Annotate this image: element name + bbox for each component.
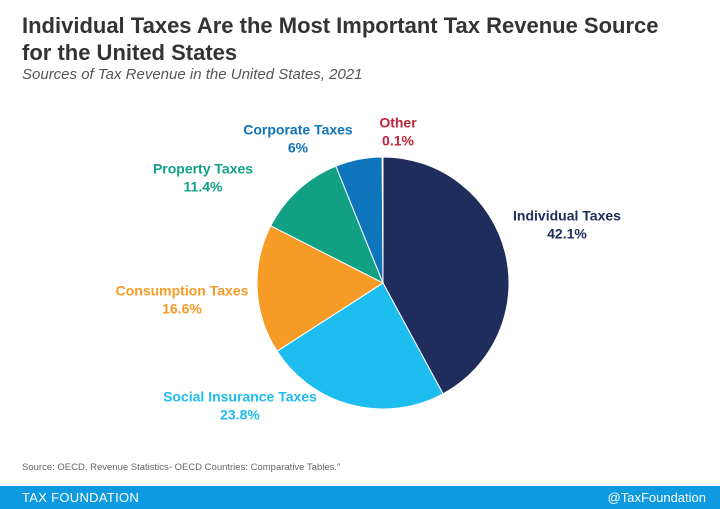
slice-value-label: 16.6% — [162, 301, 202, 317]
slice-label: Consumption Taxes — [116, 283, 249, 299]
slice-value-label: 11.4% — [184, 179, 223, 195]
pie-slice — [256, 225, 385, 352]
slice-label: Corporate Taxes — [243, 122, 353, 138]
handle: @TaxFoundation — [607, 490, 706, 505]
slice-label: Social Insurance Taxes — [163, 389, 317, 405]
slice-label: Individual Taxes — [513, 208, 621, 224]
slice-value-label: 0.1% — [382, 133, 414, 149]
slice-value-label: 42.1% — [547, 226, 587, 242]
pie-slice — [381, 156, 384, 284]
chart-title: Individual Taxes Are the Most Important … — [22, 13, 659, 65]
source-note: Source: OECD, Revenue Statistics- OECD C… — [22, 462, 341, 473]
pie-slice — [276, 282, 444, 410]
slice-label: Property Taxes — [153, 161, 253, 177]
footer-bar: TAX FOUNDATION @TaxFoundation — [0, 486, 720, 509]
slice-value-label: 23.8% — [220, 407, 260, 423]
chart: Individual Taxes 42.1% Social Insurance Ta… — [116, 115, 622, 423]
brand: TAX FOUNDATION — [22, 490, 140, 505]
pie-slice — [382, 156, 510, 395]
chart-subtitle: Sources of Tax Revenue in the United Sta… — [22, 66, 363, 83]
pie-slice — [270, 165, 384, 285]
slice-value-label: 6% — [288, 140, 309, 156]
slice-label: Other — [379, 115, 417, 131]
